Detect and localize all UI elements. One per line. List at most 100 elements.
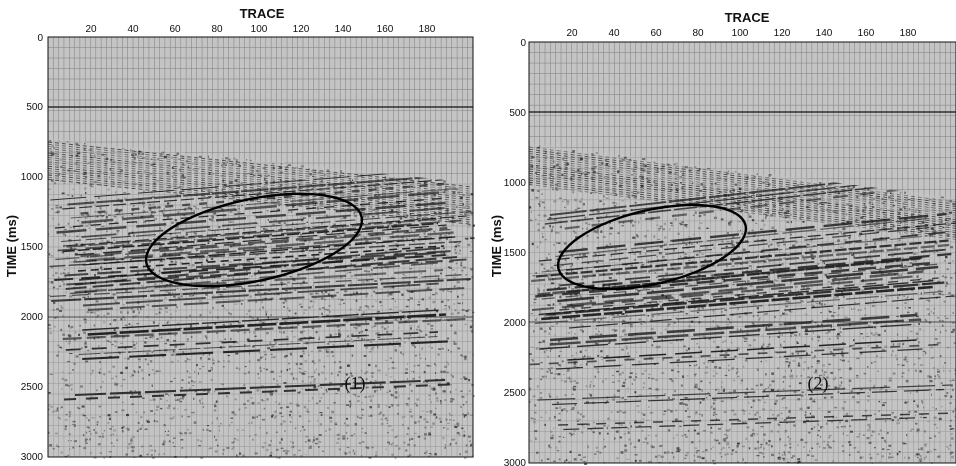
noise-speck	[785, 361, 789, 363]
noise-speck	[556, 163, 559, 167]
noise-speck	[856, 357, 860, 360]
noise-speck	[63, 182, 65, 184]
noise-speck	[541, 193, 543, 195]
noise-speck	[657, 167, 659, 170]
noise-speck	[364, 432, 367, 435]
noise-speck	[185, 233, 189, 236]
noise-speck	[154, 449, 157, 452]
noise-speck	[298, 371, 302, 374]
noise-speck	[336, 325, 340, 328]
noise-speck	[802, 368, 805, 371]
noise-speck	[756, 314, 759, 317]
noise-speck	[729, 190, 731, 193]
noise-speck	[61, 280, 64, 283]
panel-1-x-tick: 100	[251, 24, 268, 35]
noise-speck	[48, 253, 51, 256]
noise-speck	[919, 460, 922, 463]
noise-speck	[922, 219, 925, 221]
noise-speck	[447, 349, 450, 351]
noise-speck	[394, 300, 396, 303]
noise-speck	[222, 383, 224, 386]
noise-speck	[905, 361, 909, 363]
panel-2-x-tick: 60	[650, 28, 662, 39]
first-arrival-streak	[47, 148, 474, 195]
noise-speck	[776, 243, 779, 245]
noise-speck	[867, 423, 871, 427]
noise-speck	[368, 456, 372, 459]
noise-speck	[701, 253, 704, 256]
noise-speck	[919, 455, 922, 458]
noise-speck	[346, 446, 350, 449]
noise-speck	[619, 336, 622, 338]
noise-speck	[348, 337, 350, 339]
noise-speck	[172, 441, 174, 444]
noise-speck	[420, 226, 423, 230]
noise-speck	[464, 456, 467, 459]
noise-speck	[199, 313, 202, 317]
noise-speck	[89, 153, 92, 156]
noise-speck	[545, 156, 548, 159]
noise-speck	[600, 350, 603, 353]
noise-speck	[820, 303, 823, 306]
noise-speck	[930, 227, 934, 230]
noise-speck	[170, 313, 172, 315]
noise-speck	[50, 255, 54, 257]
noise-speck	[531, 359, 533, 361]
panel-1-frame	[47, 36, 474, 458]
noise-speck	[740, 328, 742, 331]
noise-speck	[460, 406, 462, 408]
noise-speck	[698, 168, 701, 171]
noise-speck	[127, 254, 129, 257]
noise-speck	[572, 230, 576, 233]
noise-speck	[748, 412, 751, 415]
noise-speck	[573, 365, 577, 368]
noise-speck	[586, 423, 590, 426]
noise-speck	[405, 403, 409, 405]
noise-speck	[446, 361, 448, 363]
noise-speck	[295, 362, 298, 366]
noise-speck	[88, 227, 90, 230]
noise-speck	[141, 202, 145, 205]
noise-speck	[156, 338, 159, 340]
noise-speck	[297, 338, 300, 341]
noise-speck	[262, 306, 265, 309]
noise-speck	[733, 389, 736, 393]
noise-speck	[467, 206, 471, 209]
noise-speck	[789, 446, 792, 449]
noise-speck	[596, 210, 600, 213]
noise-speck	[680, 170, 682, 173]
noise-speck	[50, 405, 54, 409]
noise-speck	[576, 418, 579, 421]
noise-speck	[461, 427, 464, 430]
noise-speck	[338, 258, 341, 261]
noise-speck	[744, 421, 747, 424]
noise-speck	[541, 174, 544, 177]
noise-speck	[595, 261, 599, 264]
noise-speck	[113, 216, 117, 218]
noise-speck	[373, 194, 377, 197]
noise-speck	[421, 298, 425, 301]
noise-speck	[90, 373, 92, 376]
noise-speck	[370, 414, 373, 417]
noise-speck	[180, 387, 182, 390]
noise-speck	[107, 188, 110, 191]
noise-speck	[733, 213, 735, 216]
noise-speck	[196, 364, 198, 367]
noise-speck	[927, 421, 930, 423]
noise-speck	[101, 239, 104, 242]
noise-speck	[862, 210, 865, 212]
noise-speck	[555, 446, 557, 448]
noise-speck	[206, 259, 209, 262]
noise-speck	[454, 331, 457, 333]
noise-speck	[265, 228, 269, 231]
noise-speck	[766, 345, 770, 348]
noise-speck	[209, 163, 212, 166]
noise-speck	[216, 332, 218, 334]
noise-speck	[279, 166, 283, 169]
noise-speck	[127, 429, 130, 431]
noise-speck	[51, 153, 55, 155]
noise-speck	[553, 219, 557, 221]
noise-speck	[717, 265, 719, 267]
noise-speck	[274, 389, 278, 393]
noise-speck	[911, 289, 914, 292]
